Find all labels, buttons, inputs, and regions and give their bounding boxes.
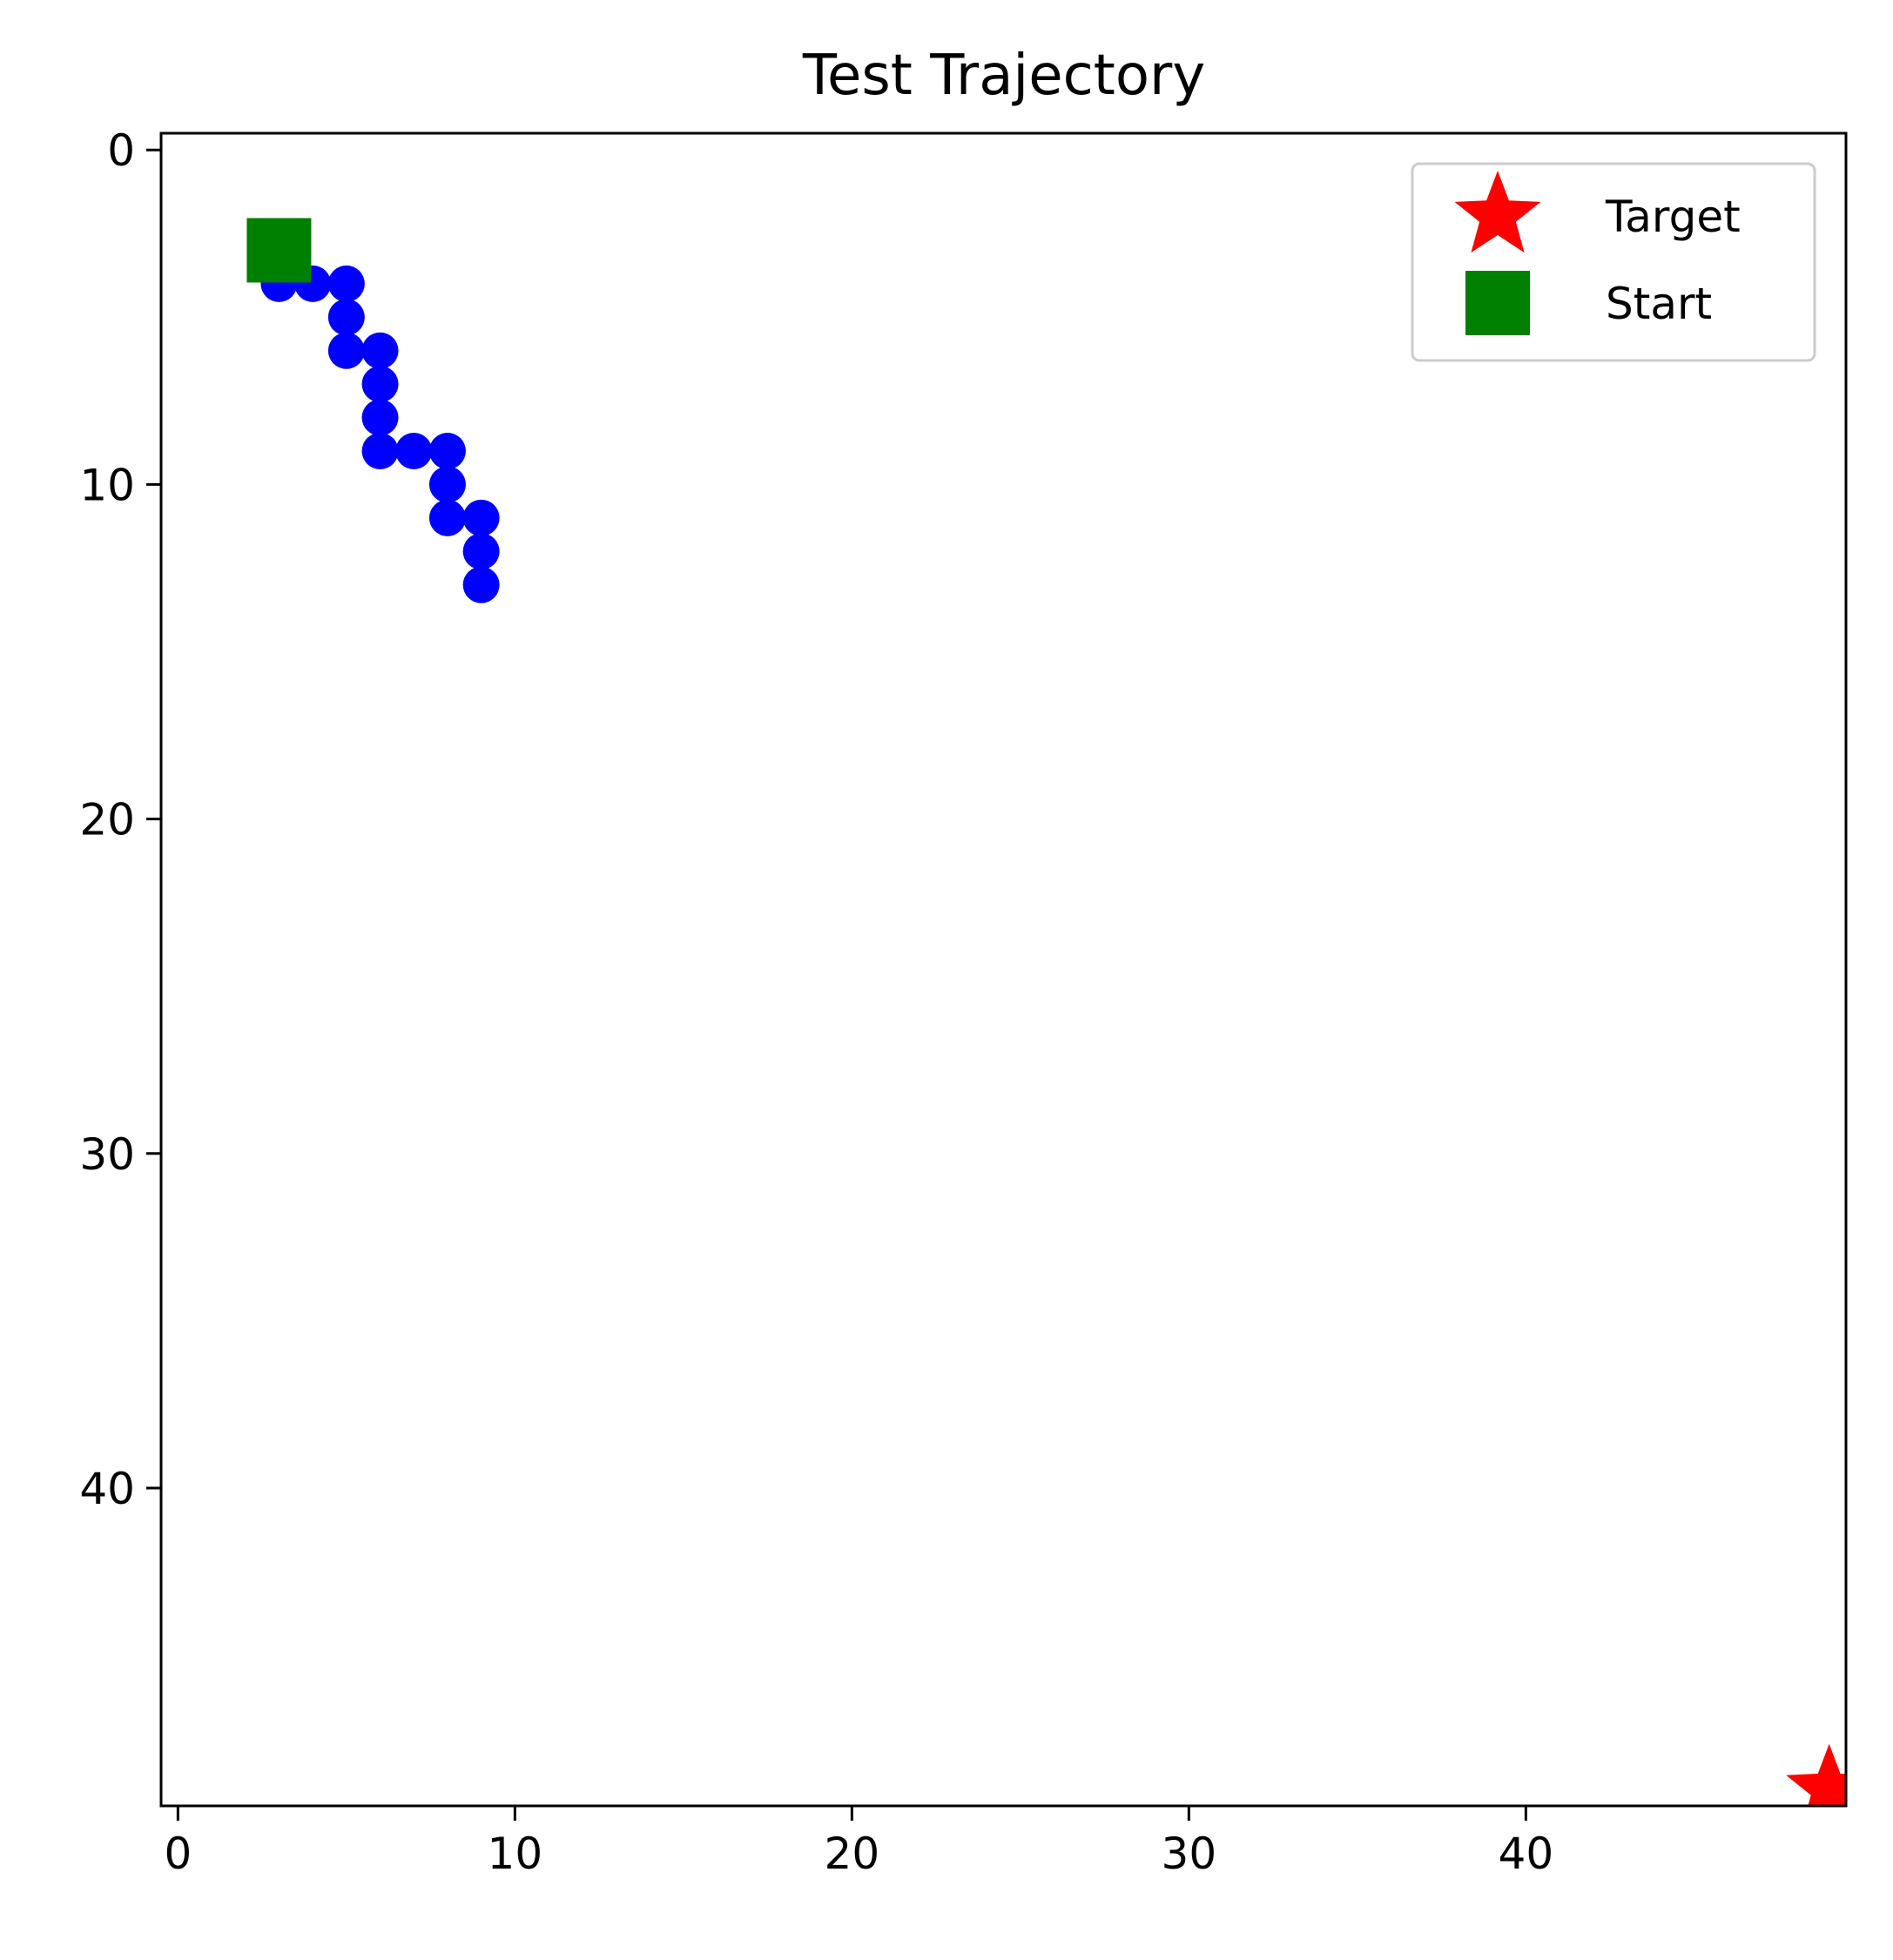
trajectory-point — [428, 432, 466, 469]
trajectory-point — [428, 466, 466, 503]
legend-label: Target — [1605, 192, 1741, 242]
trajectory-point — [361, 366, 399, 403]
target-marker — [1786, 1743, 1846, 1806]
y-tick-label: 40 — [79, 1464, 135, 1514]
trajectory-point — [327, 265, 365, 302]
trajectory-point — [361, 432, 399, 469]
trajectory-point — [462, 533, 500, 570]
legend: Target Start — [1411, 162, 1816, 362]
plot-marks — [246, 218, 1846, 1806]
x-tick-label: 0 — [164, 1829, 192, 1879]
trajectory-point — [395, 432, 433, 469]
x-tick-label: 30 — [1162, 1829, 1217, 1879]
legend-star-icon — [1454, 171, 1541, 253]
chart-title: Test Trajectory — [802, 44, 1205, 108]
trajectory-point — [462, 566, 500, 603]
y-tick-label: 30 — [79, 1129, 135, 1180]
y-axis: 0 10 20 30 40 — [79, 125, 161, 1514]
x-tick-label: 40 — [1499, 1829, 1554, 1879]
trajectory-point — [428, 499, 466, 536]
start-marker — [246, 218, 312, 283]
legend-square-icon — [1465, 271, 1530, 335]
x-tick-label: 20 — [825, 1829, 880, 1879]
plot-frame — [159, 131, 1848, 1808]
trajectory-point — [361, 332, 399, 369]
trajectory-point — [327, 332, 365, 369]
x-tick-label: 10 — [488, 1829, 543, 1879]
legend-label: Start — [1606, 279, 1712, 329]
x-axis: 0 10 20 30 40 — [164, 1806, 1553, 1879]
trajectory-point — [327, 299, 365, 336]
y-tick-label: 0 — [107, 125, 135, 176]
trajectory-point — [361, 399, 399, 436]
trajectory-point — [462, 499, 500, 536]
plot-area — [161, 133, 1846, 1806]
y-tick-label: 10 — [79, 460, 135, 510]
y-tick-label: 20 — [79, 795, 135, 845]
